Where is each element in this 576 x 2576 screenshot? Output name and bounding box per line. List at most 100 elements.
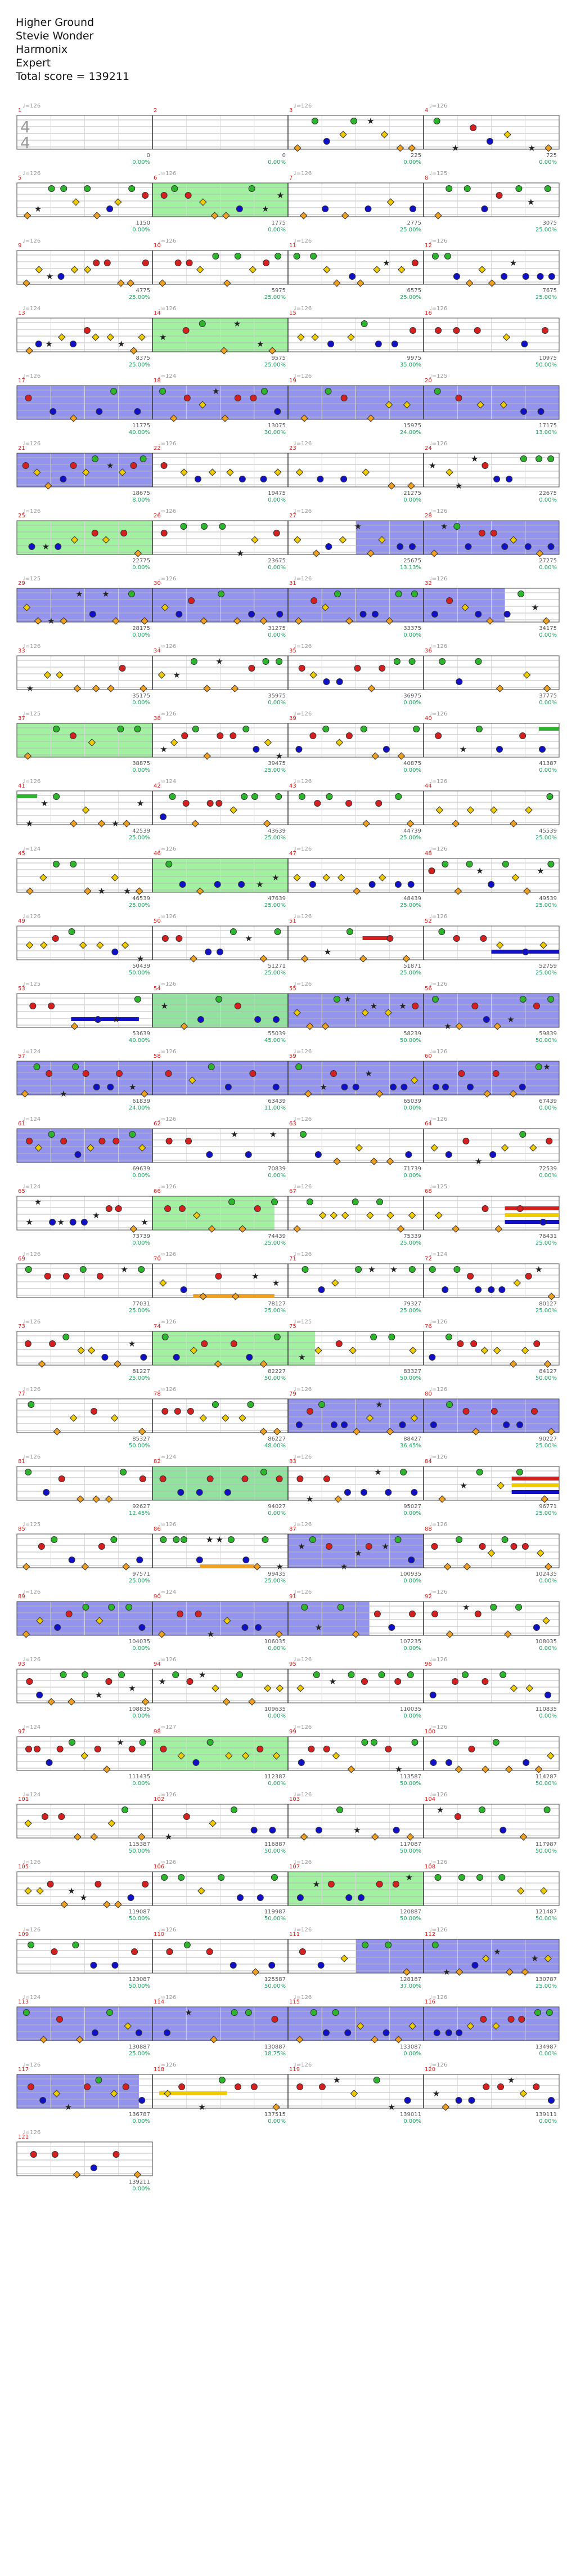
note-green (91, 455, 98, 462)
note-orange (486, 617, 494, 625)
note-green (373, 2077, 380, 2083)
measure-number: 68 (425, 1188, 432, 1195)
note-green (361, 320, 368, 327)
star-note: ★ (277, 190, 284, 200)
note-red (56, 1746, 64, 1752)
measure-percent: 50.00% (400, 1781, 421, 1787)
note-red (183, 1813, 190, 1820)
note-blue (475, 1286, 482, 1293)
note-blue (360, 1489, 367, 1496)
note-red (468, 1746, 475, 1752)
tempo-marker: ♩=126 (429, 1792, 447, 1798)
measure-score: 120887 (400, 1909, 421, 1915)
measure-percent: 25.00% (400, 835, 421, 841)
measure-percent: 0.00% (539, 700, 557, 706)
measure-score: 74439 (268, 1233, 286, 1240)
note-blue (481, 205, 488, 212)
note-orange (543, 1360, 552, 1368)
measure-score: 40875 (403, 761, 421, 767)
tempo-marker: ♩=126 (158, 1184, 176, 1190)
tempo-marker: ♩=126 (429, 914, 447, 920)
note-orange (300, 212, 308, 220)
measure-score: 22775 (132, 558, 150, 564)
note-yellow (161, 603, 169, 611)
note-red (478, 530, 485, 536)
note-orange (406, 820, 415, 828)
measure-number: 17 (18, 378, 25, 384)
note-orange (536, 549, 544, 557)
note-red (296, 1475, 304, 1482)
note-yellow (223, 1617, 231, 1625)
note-blue (519, 1084, 526, 1090)
note-green (52, 861, 60, 867)
note-red (49, 1340, 56, 1347)
star-note: ★ (199, 1670, 206, 1680)
note-orange (357, 279, 364, 287)
note-red (248, 665, 255, 672)
note-green (502, 861, 509, 867)
note-green (519, 1131, 526, 1138)
note-orange (333, 1157, 341, 1165)
note-orange (542, 617, 550, 625)
note-green (134, 996, 141, 1003)
note-green (84, 185, 91, 192)
note-blue (230, 1962, 237, 1969)
note-blue (250, 1827, 258, 1833)
star-note: ★ (26, 1217, 33, 1227)
star-note: ★ (507, 2075, 515, 2085)
note-green (431, 996, 439, 1003)
note-yellow (36, 1887, 44, 1895)
note-orange (199, 1293, 207, 1300)
note-blue (498, 1286, 506, 1293)
note-red (83, 327, 91, 334)
note-yellow (39, 874, 47, 882)
note-green (22, 2009, 30, 2016)
note-orange (23, 212, 32, 220)
note-orange (541, 1495, 548, 1503)
note-yellow (384, 1009, 392, 1017)
note-yellow (519, 2090, 528, 2098)
note-red (94, 1746, 101, 1752)
note-orange (123, 820, 130, 828)
note-orange (268, 347, 276, 355)
note-orange (259, 617, 268, 625)
note-red (47, 1881, 54, 1888)
note-orange (505, 1765, 513, 1773)
note-green (25, 1266, 32, 1273)
note-blue (70, 341, 77, 347)
note-green (190, 658, 197, 665)
note-blue (91, 2029, 98, 2036)
measure-score: 112387 (264, 1774, 286, 1780)
star-note: ★ (390, 1264, 397, 1274)
measure-percent: 0.00% (403, 1578, 421, 1584)
note-yellow (249, 266, 256, 274)
tempo-marker: ♩=126 (22, 643, 40, 650)
measure-number: 71 (289, 1256, 296, 1262)
staff-row (16, 1939, 560, 1974)
note-red (22, 462, 29, 469)
note-orange (341, 212, 349, 220)
star-note: ★ (141, 1217, 148, 1227)
measure-percent: 0.00% (268, 1645, 286, 1652)
note-red (51, 2151, 58, 2158)
note-green (228, 1198, 236, 1205)
star-note: ★ (353, 1825, 361, 1835)
note-red (375, 800, 382, 807)
star-note: ★ (40, 798, 48, 808)
note-blue (197, 1016, 204, 1023)
note-orange (190, 955, 197, 963)
note-red (164, 1205, 172, 1212)
measure-number: 56 (425, 986, 432, 992)
star-note: ★ (382, 258, 390, 268)
measure-score: 130787 (536, 1976, 557, 1983)
note-red (516, 1205, 524, 1212)
note-yellow (517, 1887, 525, 1895)
measure-score: 22675 (539, 490, 557, 497)
measure-percent: 25.00% (400, 902, 421, 909)
note-orange (114, 1360, 122, 1368)
measure-percent: 0.00% (403, 1645, 421, 1652)
note-yellow (225, 1752, 233, 1760)
star-note: ★ (102, 589, 109, 599)
note-red (298, 665, 305, 672)
note-red (120, 530, 128, 536)
